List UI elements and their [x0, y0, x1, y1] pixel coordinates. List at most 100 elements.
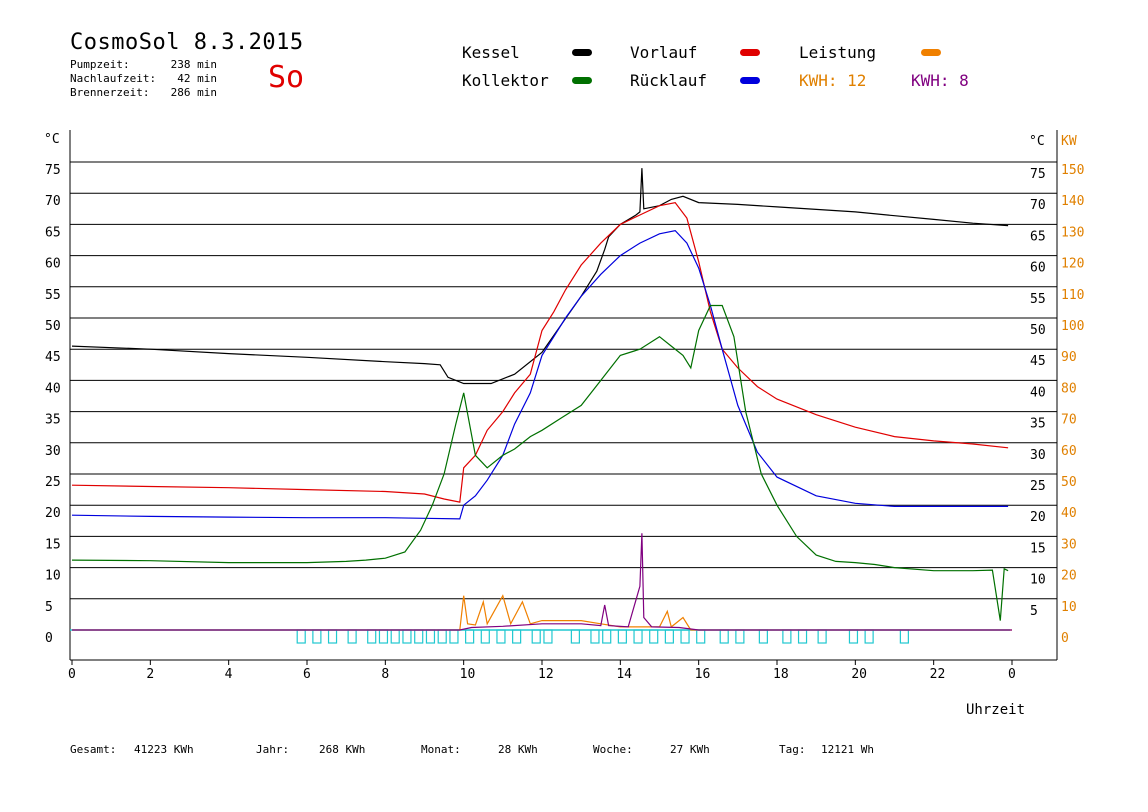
x-tick-10: 20 — [851, 667, 867, 682]
y-tick-right-power-150: 150 — [1061, 163, 1084, 178]
y-tick-right-temp-40: 40 — [1030, 385, 1046, 400]
y-tick-right-power-40: 40 — [1061, 506, 1077, 521]
pump-pulse-22 — [633, 629, 643, 644]
y-tick-left-35: 35 — [45, 413, 61, 428]
y-tick-left-0: 0 — [45, 631, 53, 646]
pump-pulse-11 — [449, 629, 459, 644]
footer-woche-label: Woche: — [593, 743, 633, 756]
x-tick-9: 18 — [773, 667, 789, 682]
chart-title: CosmoSol 8.3.2015 — [70, 30, 304, 55]
pump-pulse-17 — [543, 629, 553, 644]
stat-value-brennerzeit: 286 min — [170, 86, 217, 99]
legend-swatch-kollektor — [572, 77, 592, 84]
kwh-total-orange: KWH: 12 — [799, 71, 867, 90]
y-tick-right-power-90: 90 — [1061, 350, 1077, 365]
pump-pulse-19 — [590, 629, 600, 644]
pump-pulse-29 — [758, 629, 768, 644]
legend-swatch-vorlauf — [740, 49, 760, 56]
footer-jahr-label: Jahr: — [256, 743, 290, 756]
series-kwh-8 — [72, 533, 1012, 631]
pump-pulse-21 — [617, 629, 627, 644]
stat-value-pumpzeit: 238 min — [170, 58, 217, 71]
pump-pulse-5 — [378, 629, 389, 644]
y-tick-right-temp-30: 30 — [1030, 448, 1046, 463]
pump-pulse-6 — [390, 629, 400, 644]
legend-label-ruecklauf: Rücklauf — [630, 71, 708, 90]
y-tick-right-temp-10: 10 — [1030, 573, 1046, 588]
legend-label-kessel: Kessel — [462, 43, 520, 62]
y-tick-right-temp-25: 25 — [1030, 479, 1046, 494]
legend-swatch-ruecklauf — [740, 77, 760, 84]
pump-pulse-2 — [327, 629, 338, 644]
legend-swatch-leistung — [921, 49, 941, 56]
pump-pulse-30 — [782, 629, 792, 644]
y-tick-right-temp-20: 20 — [1030, 510, 1046, 525]
footer-woche-value: 27 KWh — [670, 743, 710, 756]
y-tick-left-60: 60 — [45, 257, 61, 272]
pump-pulse-16 — [531, 629, 541, 644]
stat-label-nachlaufzeit: Nachlaufzeit: — [70, 72, 157, 85]
pump-pulse-3 — [347, 629, 357, 644]
pump-pulse-4 — [367, 629, 377, 644]
y-tick-left-70: 70 — [45, 194, 61, 209]
pump-pulse-13 — [480, 629, 490, 644]
series-kessel — [71, 168, 1009, 385]
y-tick-right-power-130: 130 — [1061, 225, 1084, 240]
footer-gesamt-label: Gesamt: — [70, 743, 117, 756]
y-tick-left-10: 10 — [45, 569, 61, 584]
y-tick-right-power-100: 100 — [1061, 319, 1084, 334]
legend-label-kollektor: Kollektor — [462, 71, 549, 90]
x-tick-12: 0 — [1008, 667, 1016, 682]
pump-pulse-26 — [696, 629, 706, 644]
y-unit-left: °C — [44, 132, 60, 147]
footer-gesamt-value: 41223 KWh — [134, 743, 194, 756]
x-tick-6: 12 — [538, 667, 554, 682]
pump-pulse-34 — [864, 629, 874, 644]
pump-pulse-20 — [602, 629, 612, 644]
y-tick-right-temp-60: 60 — [1030, 261, 1046, 276]
footer-monat-label: Monat: — [421, 743, 461, 756]
y-tick-right-temp-55: 55 — [1030, 292, 1046, 307]
series-kollektor — [71, 304, 1009, 621]
y-tick-right-temp-75: 75 — [1030, 167, 1046, 182]
x-tick-5: 10 — [460, 667, 476, 682]
y-tick-left-45: 45 — [45, 350, 61, 365]
x-tick-0: 0 — [68, 667, 76, 682]
y-tick-left-75: 75 — [45, 163, 61, 178]
pump-pulse-27 — [719, 629, 729, 644]
y-tick-right-power-60: 60 — [1061, 444, 1077, 459]
pump-pulse-28 — [735, 629, 745, 644]
y-tick-right-power-30: 30 — [1061, 537, 1077, 552]
y-tick-right-power-20: 20 — [1061, 569, 1077, 584]
stat-label-brennerzeit: Brennerzeit: — [70, 86, 150, 99]
x-tick-7: 14 — [616, 667, 632, 682]
pump-pulse-8 — [414, 629, 424, 644]
y-tick-right-power-0: 0 — [1061, 631, 1069, 646]
y-tick-right-temp-50: 50 — [1030, 323, 1046, 338]
weekday-label: So — [268, 60, 305, 95]
pump-pulse-33 — [848, 629, 859, 644]
y-tick-left-65: 65 — [45, 225, 61, 240]
pump-pulse-7 — [402, 629, 412, 644]
pump-pulse-1 — [312, 629, 322, 644]
x-tick-11: 22 — [930, 667, 946, 682]
y-tick-right-power-120: 120 — [1061, 257, 1084, 272]
y-tick-left-40: 40 — [45, 381, 61, 396]
y-tick-right-temp-70: 70 — [1030, 198, 1046, 213]
y-tick-right-temp-35: 35 — [1030, 417, 1046, 432]
stat-label-pumpzeit: Pumpzeit: — [70, 58, 130, 71]
pump-pulse-0 — [296, 629, 306, 644]
footer-monat-value: 28 KWh — [498, 743, 538, 756]
x-tick-3: 6 — [303, 667, 311, 682]
pump-pulse-14 — [496, 629, 506, 644]
y-unit-right-temp: °C — [1029, 134, 1045, 149]
y-tick-right-temp-5: 5 — [1030, 604, 1038, 619]
legend-label-vorlauf: Vorlauf — [630, 43, 698, 62]
pump-pulse-32 — [817, 629, 827, 644]
y-tick-right-power-10: 10 — [1061, 600, 1077, 615]
y-tick-left-25: 25 — [45, 475, 61, 490]
legend-swatch-kessel — [572, 49, 592, 56]
y-tick-left-15: 15 — [45, 537, 61, 552]
stat-value-nachlaufzeit: 42 min — [177, 72, 217, 85]
